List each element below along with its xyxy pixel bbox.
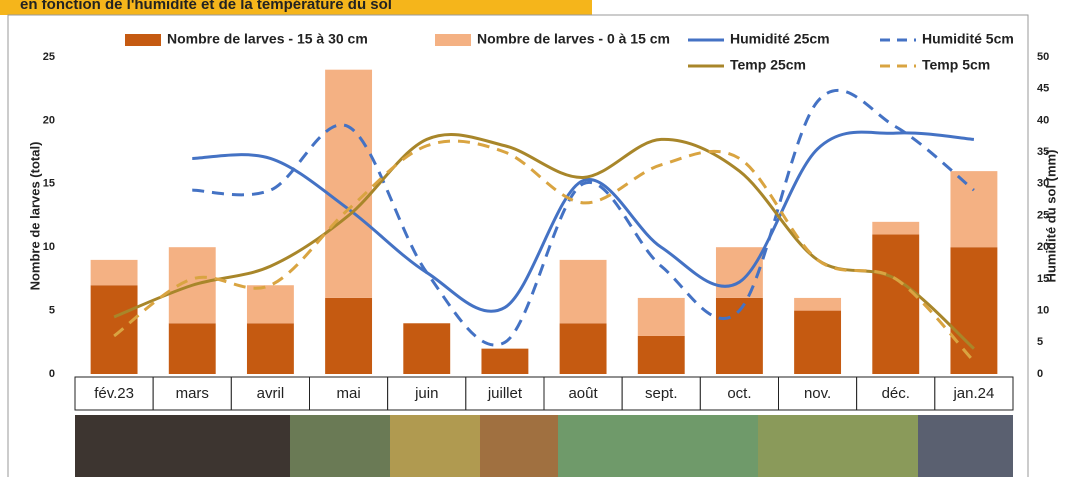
title-banner [0,0,592,15]
x-tick-label: août [568,385,598,402]
x-tick-label: juillet [487,385,523,402]
category-cell [465,376,545,411]
bar [246,323,294,374]
bar [950,171,998,248]
category-cell [387,376,467,411]
bar [325,69,373,298]
x-tick-label: fév.23 [94,385,134,402]
legend-swatch [125,34,161,46]
legend-label: Humidité 25cm [730,31,830,47]
line [192,88,975,347]
bar [794,297,842,311]
x-tick-label: oct. [727,385,751,402]
bar [637,297,685,336]
y2-tick-label: 15 [1037,273,1049,285]
y-tick-label: 10 [43,241,55,253]
y2-tick-label: 50 [1037,51,1049,63]
y2-tick-label: 45 [1037,83,1049,95]
legend-label: Temp 5cm [922,57,990,73]
bar [325,297,373,374]
y2-tick-label: 30 [1037,178,1049,190]
line [192,130,975,313]
legend-label: Temp 25cm [730,57,806,73]
y2-tick-label: 5 [1037,336,1043,348]
y2-tick-label: 25 [1037,209,1049,221]
y-tick-label: 25 [43,51,55,63]
category-cell [152,376,232,411]
bar [481,348,529,374]
y-tick-label: 15 [43,178,55,190]
y2-tick-label: 10 [1037,305,1049,317]
y2-tick-label: 20 [1037,241,1049,253]
category-cell [621,376,701,411]
category-cell [699,376,779,411]
x-tick-label: nov. [804,385,831,402]
category-cell [856,376,936,411]
y2-tick-label: 40 [1037,114,1049,126]
bar [794,310,842,374]
x-tick-label: déc. [882,385,910,402]
x-tick-label: mai [336,385,360,402]
y2-axis-title: Humidité du sol (mm) [1043,150,1058,283]
photos [75,415,1013,477]
x-tick-label: avril [257,385,285,402]
x-tick-label: mars [176,385,209,402]
legend-label: Humidité 5cm [922,31,1014,47]
category-cell [934,376,1014,411]
legend-label: Nombre de larves - 0 à 15 cm [477,31,670,47]
y-tick-label: 20 [43,114,55,126]
legend-label: Nombre de larves - 15 à 30 cm [167,31,368,47]
bar [90,285,138,374]
x-tick-label: sept. [645,385,678,402]
bar [559,323,607,374]
bar [872,234,920,374]
y-tick-label: 5 [49,305,55,317]
x-tick-label: jan.24 [952,385,994,402]
y2-tick-label: 0 [1037,368,1043,380]
bar [168,323,216,374]
bar [90,259,138,286]
frame [7,14,1029,477]
chart-title: en fonction de l'humidité et de la tempé… [20,0,392,13]
bar [559,259,607,324]
bar [246,285,294,324]
category-cell [74,376,154,411]
bar [637,335,685,374]
bar [403,323,451,374]
y2-tick-label: 35 [1037,146,1049,158]
bar [872,221,920,235]
line [113,132,975,350]
category-cell [309,376,389,411]
legend-swatch [435,34,471,46]
y-axis-title: Nombre de larves (total) [27,142,42,291]
line [113,139,976,363]
category-cell [543,376,623,411]
bar [715,247,763,298]
x-tick-label: juin [414,385,438,402]
bar [950,247,998,374]
y-tick-label: 0 [49,368,55,380]
